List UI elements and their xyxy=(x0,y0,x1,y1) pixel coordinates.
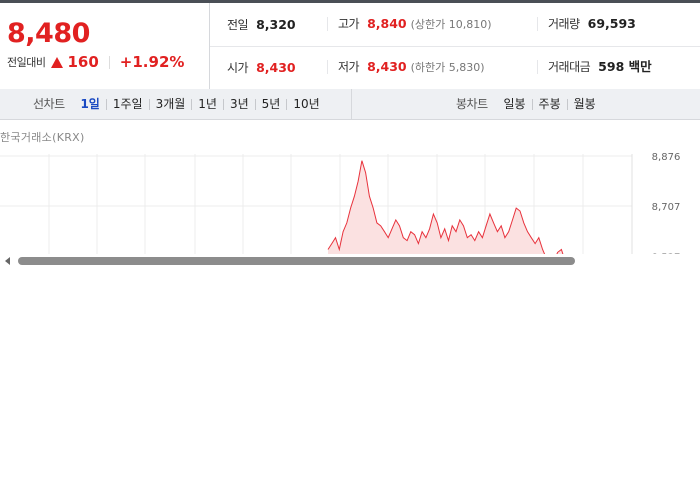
stat-volume: 거래량 69,593 xyxy=(537,17,636,31)
chart-svg: 8,876 8,707 8,537 xyxy=(0,152,681,254)
candle-chart-tabs: 봉차트 일봉 주봉 월봉 xyxy=(456,89,596,119)
price-line xyxy=(327,160,564,254)
tab-line-period-2[interactable]: 3개월 xyxy=(155,97,186,111)
line-chart-label: 선차트 xyxy=(33,97,65,111)
tab-candle-period-2[interactable]: 월봉 xyxy=(573,97,596,111)
price-chart: 8,876 8,707 8,537 xyxy=(0,146,700,254)
stats-row-1: 전일 8,320 고가 8,840 (상한가 10,810) 거래량 69,593 xyxy=(210,3,700,47)
y-tick-label: 8,537 xyxy=(652,252,681,254)
tab-separator xyxy=(286,99,288,110)
tab-line-period-6[interactable]: 10년 xyxy=(293,97,320,111)
tab-line-period-4[interactable]: 3년 xyxy=(229,97,249,111)
chart-scrollbar[interactable] xyxy=(0,254,700,268)
candle-chart-label: 봉차트 xyxy=(456,97,488,111)
chart-tabs: 선차트 1일 1주일 3개월 1년 3년 5년 10년 봉차트 일봉 주봉 월봉 xyxy=(0,89,700,120)
stat-open: 시가 8,430 xyxy=(227,60,296,75)
price-area xyxy=(328,160,584,254)
line-chart-tabs: 선차트 1일 1주일 3개월 1년 3년 5년 10년 xyxy=(33,89,320,119)
tab-line-period-5[interactable]: 5년 xyxy=(261,97,281,111)
divider xyxy=(109,55,111,69)
change-amount: 160 xyxy=(67,53,99,71)
scroll-thumb[interactable] xyxy=(18,257,575,265)
tab-separator xyxy=(254,99,256,110)
scroll-left-arrow-icon[interactable] xyxy=(5,257,10,265)
stats-row-2: 시가 8,430 저가 8,430 (하한가 5,830) 거래대금 598 백만 xyxy=(210,46,700,89)
tab-separator xyxy=(566,99,568,110)
tab-candle-period-1[interactable]: 주봉 xyxy=(538,97,561,111)
change-label: 전일대비 xyxy=(7,56,46,69)
tab-line-period-1[interactable]: 1주일 xyxy=(112,97,143,111)
tab-divider xyxy=(351,89,352,119)
tab-separator xyxy=(148,99,150,110)
tab-line-period-0[interactable]: 1일 xyxy=(80,97,100,111)
stat-trade-value: 거래대금 598 백만 xyxy=(537,60,652,74)
stat-low: 저가 8,430 (하한가 5,830) xyxy=(327,60,485,74)
quote-panel: 8,480 전일대비 160 +1.92% 전일 8,320 고가 8,840 (상한… xyxy=(0,3,700,90)
stat-high: 고가 8,840 (상한가 10,810) xyxy=(327,17,492,31)
change-row: 전일대비 160 +1.92% xyxy=(7,53,184,73)
stat-prev-close: 전일 8,320 xyxy=(227,17,296,32)
tab-line-period-3[interactable]: 1년 xyxy=(198,97,217,111)
top-border xyxy=(0,0,700,3)
tab-candle-period-0[interactable]: 일봉 xyxy=(503,97,526,111)
tab-separator xyxy=(105,99,107,110)
data-source: 한국거래소(KRX) xyxy=(0,131,85,144)
current-price: 8,480 xyxy=(7,18,90,49)
tab-separator xyxy=(222,99,224,110)
y-tick-label: 8,876 xyxy=(652,152,681,163)
tab-separator xyxy=(191,99,193,110)
stats-table: 전일 8,320 고가 8,840 (상한가 10,810) 거래량 69,593 시가… xyxy=(210,3,700,89)
y-tick-label: 8,707 xyxy=(652,202,681,213)
tab-separator xyxy=(531,99,533,110)
change-percent: +1.92% xyxy=(119,53,185,71)
price-summary: 8,480 전일대비 160 +1.92% xyxy=(0,3,210,89)
up-arrow-icon xyxy=(50,56,63,68)
